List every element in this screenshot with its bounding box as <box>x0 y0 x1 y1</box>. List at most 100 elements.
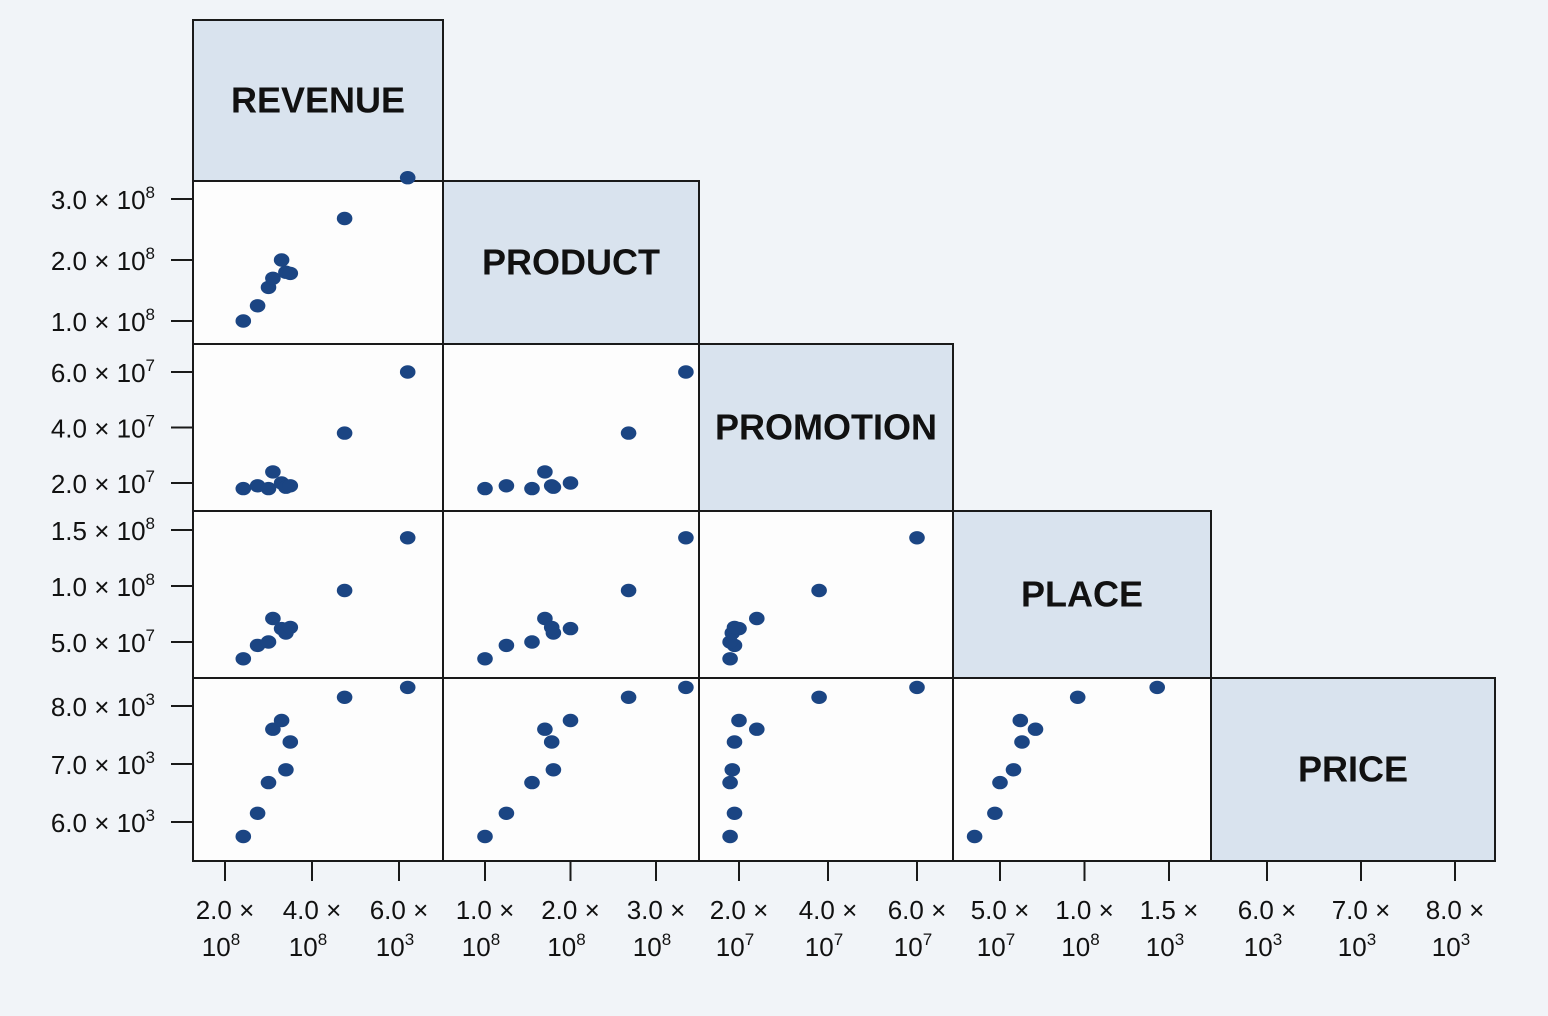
point-product-vs-revenue-3 <box>265 271 281 285</box>
x-tick-label-place-2: 1.5 × <box>1140 895 1199 925</box>
x-tick-label-price-2: 8.0 × <box>1426 895 1485 925</box>
point-price-vs-revenue-2 <box>260 775 277 790</box>
point-promotion-vs-revenue-2 <box>260 481 277 496</box>
point-price-vs-product-2 <box>524 775 540 790</box>
point-promotion-vs-product-7 <box>620 426 637 440</box>
point-price-vs-promotion-2 <box>722 775 738 790</box>
point-promotion-vs-product-3 <box>537 465 553 479</box>
variable-label-promotion: PROMOTION <box>715 407 937 448</box>
point-price-vs-place-3 <box>1027 722 1044 736</box>
point-place-vs-revenue-7 <box>336 583 353 598</box>
point-price-vs-promotion-4 <box>731 713 747 728</box>
point-price-vs-revenue-6 <box>282 735 299 749</box>
point-price-vs-revenue-5 <box>278 763 294 777</box>
point-promotion-vs-revenue-0 <box>235 481 252 496</box>
point-price-vs-product-6 <box>543 735 560 749</box>
point-place-vs-product-1 <box>498 638 515 653</box>
point-price-vs-product-8 <box>678 680 694 695</box>
point-promotion-vs-product-1 <box>498 479 515 493</box>
x-tick-exp-product-2: 108 <box>633 930 671 962</box>
diagonal-panel-price <box>1210 677 1496 862</box>
point-place-vs-promotion-8 <box>909 531 925 545</box>
point-price-vs-promotion-5 <box>724 763 741 777</box>
point-price-vs-promotion-6 <box>726 735 743 749</box>
variable-label-product: PRODUCT <box>482 242 660 283</box>
point-promotion-vs-product-6 <box>543 479 560 493</box>
point-product-vs-revenue-4 <box>273 253 290 267</box>
point-price-vs-place-5 <box>1005 763 1022 777</box>
point-place-vs-product-4 <box>562 621 579 636</box>
point-price-vs-revenue-3 <box>265 722 281 736</box>
point-place-vs-promotion-0 <box>722 652 738 666</box>
x-tick-exp-price-1: 103 <box>1338 930 1376 962</box>
y-tick-label-promotion-2: 2.0 × 107 <box>51 467 155 499</box>
x-tick-label-place-0: 5.0 × <box>971 895 1030 925</box>
x-tick-label-product-1: 2.0 × <box>541 895 600 925</box>
point-price-vs-product-7 <box>620 690 637 704</box>
point-price-vs-revenue-1 <box>249 806 266 820</box>
panel-price-vs-place <box>952 677 1212 862</box>
point-price-vs-promotion-0 <box>722 829 738 844</box>
point-place-vs-product-0 <box>477 652 493 666</box>
point-place-vs-product-7 <box>620 583 637 598</box>
point-price-vs-product-5 <box>545 763 562 777</box>
x-tick-label-product-2: 3.0 × <box>627 895 686 925</box>
x-tick-label-promotion-2: 6.0 × <box>888 895 947 925</box>
y-tick-label-place-2: 5.0 × 107 <box>51 626 155 658</box>
variable-label-place: PLACE <box>1021 574 1143 615</box>
x-tick-exp-revenue-1: 108 <box>289 930 327 962</box>
y-tick-label-product-0: 3.0 × 108 <box>51 183 155 215</box>
variable-label-revenue: REVENUE <box>231 80 405 121</box>
point-promotion-vs-revenue-8 <box>399 365 416 379</box>
point-price-vs-promotion-8 <box>909 680 925 695</box>
point-product-vs-revenue-8 <box>399 171 416 185</box>
point-price-vs-product-4 <box>562 713 579 728</box>
x-tick-label-revenue-0: 2.0 × <box>196 895 255 925</box>
point-place-vs-promotion-3 <box>749 611 765 626</box>
point-price-vs-place-6 <box>1014 735 1030 749</box>
point-promotion-vs-product-2 <box>524 481 540 496</box>
panel-price-vs-revenue <box>192 677 444 862</box>
point-promotion-vs-revenue-3 <box>265 465 281 479</box>
point-place-vs-revenue-2 <box>260 635 277 649</box>
point-promotion-vs-product-4 <box>562 476 579 490</box>
y-tick-label-price-1: 7.0 × 103 <box>51 748 155 780</box>
point-promotion-vs-revenue-6 <box>282 479 299 493</box>
point-price-vs-place-0 <box>966 829 983 844</box>
point-price-vs-revenue-7 <box>336 690 353 704</box>
y-tick-label-promotion-1: 4.0 × 107 <box>51 412 155 444</box>
point-price-vs-place-8 <box>1149 680 1165 695</box>
point-place-vs-promotion-7 <box>811 583 827 598</box>
y-tick-label-price-0: 8.0 × 103 <box>51 690 155 722</box>
point-price-vs-place-1 <box>987 806 1003 820</box>
point-place-vs-promotion-6 <box>726 620 743 635</box>
point-price-vs-revenue-0 <box>235 829 252 844</box>
point-place-vs-revenue-3 <box>265 611 281 626</box>
point-place-vs-revenue-0 <box>235 652 252 666</box>
point-place-vs-revenue-6 <box>282 620 299 635</box>
point-price-vs-product-3 <box>537 722 553 736</box>
x-tick-exp-promotion-0: 107 <box>716 930 754 962</box>
point-promotion-vs-revenue-7 <box>336 426 353 440</box>
panel-product-vs-revenue <box>192 180 444 345</box>
point-price-vs-place-7 <box>1069 690 1086 704</box>
y-tick-label-place-0: 1.5 × 108 <box>51 514 155 546</box>
x-tick-label-promotion-0: 2.0 × <box>710 895 769 925</box>
point-price-vs-revenue-4 <box>273 713 290 728</box>
y-tick-label-product-2: 1.0 × 108 <box>51 305 155 337</box>
y-tick-label-promotion-0: 6.0 × 107 <box>51 356 155 388</box>
point-product-vs-revenue-0 <box>235 314 252 328</box>
point-promotion-vs-product-0 <box>477 481 493 496</box>
point-product-vs-revenue-1 <box>249 299 266 313</box>
point-promotion-vs-product-8 <box>678 365 694 379</box>
x-tick-exp-product-0: 108 <box>462 930 500 962</box>
x-tick-label-place-1: 1.0 × <box>1055 895 1114 925</box>
x-tick-exp-revenue-2: 103 <box>376 930 414 962</box>
point-product-vs-revenue-7 <box>336 211 353 226</box>
x-tick-label-revenue-2: 6.0 × <box>370 895 429 925</box>
point-price-vs-place-4 <box>1012 713 1029 728</box>
x-tick-exp-revenue-0: 108 <box>202 930 240 962</box>
point-price-vs-promotion-7 <box>811 690 827 704</box>
